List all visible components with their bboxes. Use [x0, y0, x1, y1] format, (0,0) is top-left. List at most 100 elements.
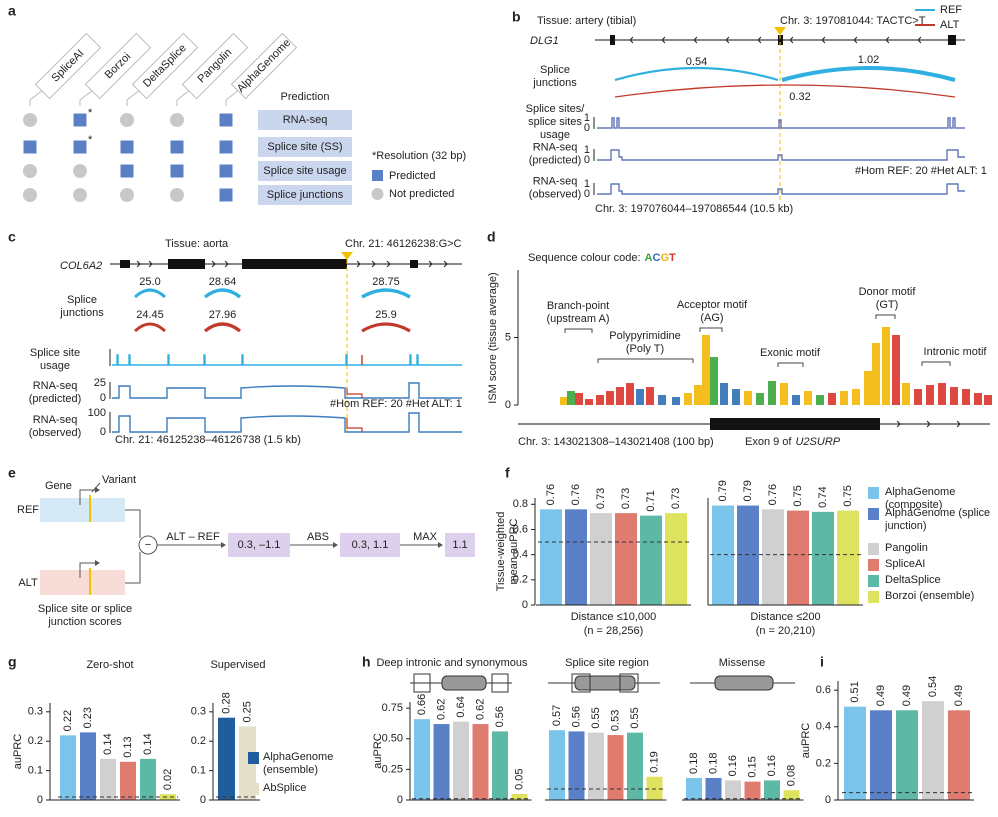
junction-label: junctions: [532, 77, 577, 89]
y-axis-title: ISM score (tissue average): [487, 272, 499, 403]
result-box: [445, 533, 475, 557]
y-tick-label: 0.3: [28, 706, 43, 718]
panel-label: c: [8, 229, 16, 245]
logo-letter: [864, 371, 872, 405]
junction-value: 27.96: [209, 309, 237, 321]
prediction-box: [258, 110, 352, 130]
bar: [120, 761, 136, 800]
junction-value: 25.0: [139, 276, 160, 288]
legend-label: SpliceAI: [885, 558, 926, 570]
panel-label: i: [820, 654, 824, 670]
exon: [710, 418, 880, 430]
not-predicted-mark: [23, 164, 37, 178]
logo-letter: [804, 391, 812, 405]
junction-value: 28.64: [209, 276, 237, 288]
strand-arrow: [356, 260, 361, 268]
predicted-mark: [170, 140, 184, 154]
gene-arrowhead: [95, 560, 100, 566]
legend-swatch: [248, 752, 259, 764]
track-label: (observed): [29, 427, 82, 439]
y-tick-label: 0: [505, 399, 511, 411]
motif-label: Intronic motif: [924, 346, 988, 358]
base-letter: G: [660, 252, 669, 264]
x-tick-sublabel: (n = 28,256): [584, 625, 644, 637]
track-tick: 1: [584, 112, 590, 124]
y-axis-title: auPRC: [800, 723, 812, 759]
connector: [125, 552, 141, 584]
predicted-mark: [219, 188, 233, 202]
bar: [783, 790, 800, 800]
bar: [140, 758, 156, 800]
gene-name: COL6A2: [60, 260, 102, 272]
prediction-name: Splice site (SS): [267, 141, 342, 153]
y-tick-label: 0: [825, 794, 831, 806]
y-axis-title: auPRC: [12, 734, 24, 770]
logo-letter: [914, 389, 922, 405]
junction-value: 24.45: [136, 309, 164, 321]
bar: [60, 735, 76, 800]
value-label: 0.02: [162, 769, 174, 790]
y-tick-label: 0.4: [816, 721, 831, 733]
predicted-mark: [73, 113, 87, 127]
bar: [640, 515, 662, 605]
base-letter: A: [645, 252, 653, 264]
genotype-counts: #Hom REF: 20 #Het ALT: 1: [855, 165, 987, 177]
strand-arrow: [136, 260, 141, 268]
value-label: 0.51: [849, 681, 861, 702]
track-tick: 0: [100, 392, 106, 404]
resolution-star: *: [88, 107, 93, 119]
predicted-mark: [219, 140, 233, 154]
junction-value: 25.9: [375, 309, 396, 321]
strand-arrow: [896, 420, 901, 428]
track-label: RNA-seq: [533, 175, 578, 187]
prediction-box: [258, 185, 352, 205]
value-label: 0.71: [645, 490, 657, 511]
logo-letter: [902, 383, 910, 405]
motif-label: (upstream A): [547, 313, 610, 325]
junction-value: 1.02: [858, 54, 879, 66]
logo-letter: [672, 397, 680, 405]
strand-arrow: [757, 36, 762, 44]
resolution-note: *Resolution (32 bp): [372, 150, 466, 162]
legend-label: Pangolin: [885, 542, 928, 554]
bar: [896, 710, 918, 800]
bar: [762, 509, 784, 605]
value-label: 0.75: [842, 485, 854, 506]
bar: [712, 505, 734, 605]
junction-arc: [781, 65, 956, 82]
gene-arrowhead: [95, 487, 100, 493]
y-tick-label: 0.1: [28, 765, 43, 777]
bar: [948, 710, 970, 800]
junction-arc: [133, 322, 167, 333]
y-tick-label: 0.2: [191, 735, 206, 747]
arrowhead: [438, 542, 443, 548]
junction-label: Splice: [67, 294, 97, 306]
value-label: 0.49: [901, 685, 913, 706]
legend-label-box: AbSplice: [263, 782, 306, 794]
strand-arrow: [885, 36, 890, 44]
motif-bracket: [921, 361, 951, 366]
logo-letter: [780, 383, 788, 405]
legend-label: AlphaGenome (composite): [885, 486, 956, 511]
value-label: 0.55: [629, 707, 641, 728]
panel-label: h: [362, 654, 371, 670]
y-tick-label: 0: [397, 794, 403, 806]
track-tick: 0: [100, 426, 106, 438]
y-tick-label: 0.2: [816, 757, 831, 769]
bar: [615, 513, 637, 605]
bar: [764, 780, 780, 800]
y-tick-label: 0.6: [816, 684, 831, 696]
logo-letter: [626, 383, 634, 405]
junction-label: Splice: [540, 64, 570, 76]
y-tick-label: 0.1: [191, 765, 206, 777]
logo-letter: [658, 395, 666, 405]
logo-letter: [585, 399, 593, 405]
predicted-mark: [120, 140, 134, 154]
predicted-mark: [170, 164, 184, 178]
value-label: 0.18: [707, 753, 719, 774]
logo-letter: [872, 343, 880, 405]
logo-letter: [702, 335, 710, 405]
panel-label: a: [8, 3, 16, 19]
chart-title: Missense: [719, 657, 765, 669]
gene-name: DLG1: [530, 35, 559, 47]
